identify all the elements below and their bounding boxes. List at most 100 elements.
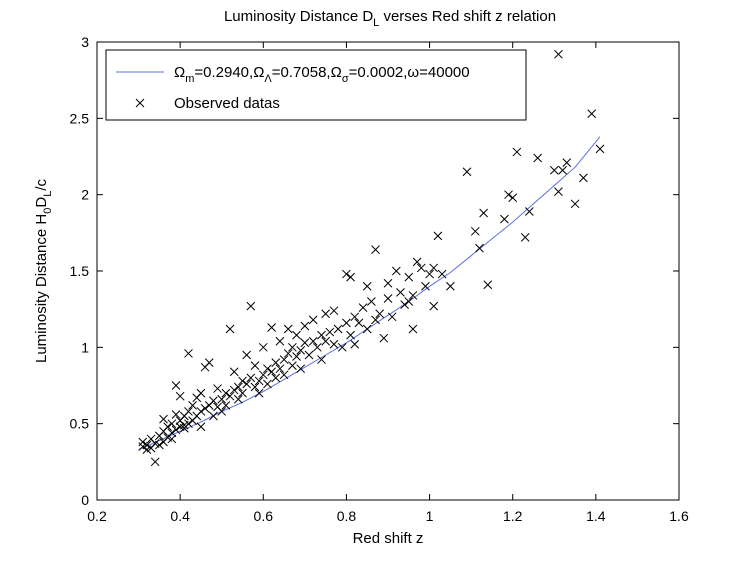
observed-point (188, 400, 197, 410)
observed-point (325, 327, 335, 337)
observed-point (292, 330, 301, 340)
observed-point (425, 269, 434, 279)
observed-point (159, 414, 168, 424)
observed-point (317, 330, 326, 340)
observed-point (167, 434, 177, 444)
y-tick-label: 3 (81, 34, 89, 50)
observed-point (404, 272, 414, 282)
observed-point (317, 355, 326, 364)
observed-point (246, 301, 256, 311)
observed-point (279, 370, 289, 380)
observed-point (429, 301, 439, 311)
observed-point (142, 440, 152, 450)
observed-point (587, 109, 597, 119)
observed-point (250, 361, 260, 371)
observed-point (184, 349, 193, 358)
observed-point (512, 147, 522, 157)
observed-point (371, 245, 380, 254)
observed-points-layer (138, 49, 605, 467)
observed-point (446, 281, 455, 291)
x-axis-label: Red shift z (353, 530, 424, 547)
x-tick-label: 1.4 (586, 508, 606, 524)
y-tick-label: 1.5 (70, 263, 90, 279)
observed-point (167, 419, 177, 429)
observed-point (346, 272, 355, 282)
legend-model-label: Ωm​=0.2940,ΩΛ​=0.7058,Ωσ​=0.0002,ω=40000 (174, 64, 470, 85)
observed-point (296, 346, 306, 355)
observed-point (221, 400, 231, 410)
observed-point (288, 342, 297, 352)
observed-point (329, 306, 339, 316)
observed-point (225, 324, 235, 334)
observed-point (308, 336, 318, 346)
x-tick-label: 0.2 (87, 508, 107, 524)
observed-point (554, 49, 563, 59)
x-tick-label: 0.4 (170, 508, 190, 524)
observed-point (238, 376, 247, 386)
observed-point (171, 381, 181, 390)
observed-point (533, 153, 543, 163)
observed-point (267, 367, 276, 377)
observed-point (562, 158, 572, 167)
observed-point (387, 312, 397, 322)
observed-point (508, 193, 518, 203)
observed-point (254, 376, 264, 386)
observed-point (346, 330, 355, 340)
observed-point (263, 379, 272, 389)
observed-point (312, 342, 322, 352)
observed-point (200, 404, 210, 413)
observed-point (258, 370, 268, 380)
observed-point (558, 165, 567, 175)
observed-point (479, 208, 488, 218)
observed-point (383, 294, 393, 303)
y-axis-label: Luminosity Distance H0DL/c (33, 179, 54, 363)
observed-point (371, 315, 380, 325)
observed-point (524, 207, 534, 216)
observed-point (433, 231, 443, 241)
observed-point (225, 391, 235, 401)
observed-point (358, 303, 368, 312)
observed-point (250, 382, 260, 392)
legend-box (105, 49, 527, 121)
observed-point (242, 379, 252, 389)
observed-point (579, 173, 588, 183)
observed-point (500, 214, 509, 224)
observed-point (263, 364, 272, 374)
observed-point (342, 269, 351, 279)
observed-point (383, 278, 393, 288)
observed-point (238, 388, 247, 398)
observed-point (408, 324, 418, 334)
observed-point (167, 428, 177, 438)
observed-point (554, 187, 563, 196)
observed-point (404, 297, 414, 306)
y-tick-label: 1 (81, 339, 89, 355)
observed-point (233, 382, 243, 392)
observed-point (171, 410, 181, 419)
observed-point (163, 422, 173, 432)
observed-point (475, 243, 484, 253)
observed-point (354, 318, 364, 328)
observed-point (138, 437, 148, 447)
observed-point (175, 391, 185, 401)
observed-point (321, 336, 330, 346)
observed-point (155, 440, 164, 450)
observed-point (150, 457, 160, 467)
observed-point (549, 165, 559, 175)
observed-point (595, 144, 605, 154)
observed-point (213, 384, 222, 393)
observed-point (275, 364, 285, 374)
observed-point (470, 226, 480, 236)
observed-point (300, 338, 310, 348)
y-tick-label: 2.5 (70, 110, 90, 126)
x-tick-label: 1 (426, 508, 434, 524)
observed-point (283, 324, 293, 334)
x-tick-label: 1.2 (503, 508, 523, 524)
y-tick-label: 0.5 (70, 416, 90, 432)
observed-point (242, 350, 252, 360)
observed-point (196, 388, 206, 398)
chart-title: Luminosity Distance DL verses Red shift … (224, 8, 556, 29)
observed-point (350, 312, 360, 322)
observed-point (350, 339, 360, 349)
observed-point (483, 280, 493, 290)
